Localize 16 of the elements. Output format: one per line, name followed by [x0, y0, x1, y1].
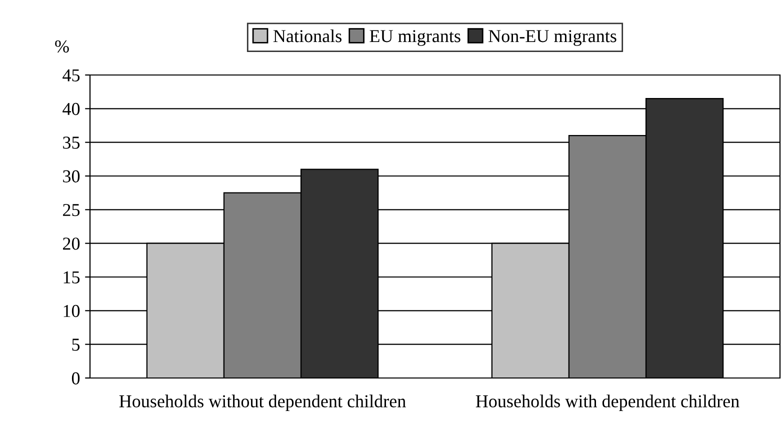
y-tick-label: 25: [63, 204, 80, 216]
legend-label: Non-EU migrants: [488, 30, 616, 46]
x-tick-label: Households with dependent children: [476, 394, 740, 412]
y-tick-label: 40: [62, 102, 80, 116]
y-tick-label: 35: [63, 136, 80, 149]
legend-label: EU migrants: [370, 30, 460, 46]
y-tick-label: 0: [72, 372, 80, 384]
y-tick-label: 30: [63, 170, 80, 182]
y-tick-label: 45: [62, 69, 80, 82]
y-tick-label: 10: [64, 304, 80, 318]
y-tick-label: 5: [72, 338, 80, 351]
y-tick-label: 20: [63, 238, 80, 250]
legend-label: Nationals: [273, 29, 342, 42]
y-tick-label: 15: [64, 271, 80, 284]
y-axis-title: %: [55, 40, 69, 53]
x-tick-label: Households without dependent children: [119, 394, 406, 412]
